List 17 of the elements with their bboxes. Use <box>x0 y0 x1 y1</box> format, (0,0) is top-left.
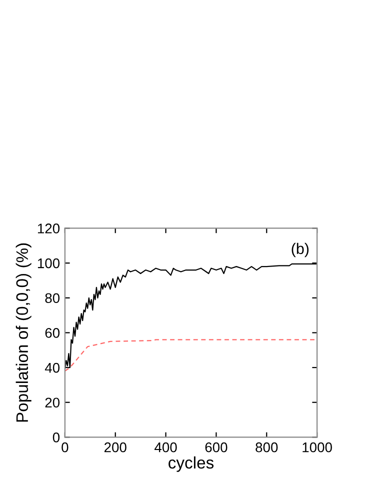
y-tick-label: 40 <box>44 362 60 373</box>
x-tick-label: 600 <box>205 442 228 452</box>
y-axis-title: Population of (0,0,0) (%) <box>16 243 32 422</box>
x-tick-label: 200 <box>104 442 126 452</box>
x-tick-label: 400 <box>154 442 177 452</box>
y-tick-label: 80 <box>45 293 60 304</box>
x-axis-title: cycles <box>168 456 214 472</box>
x-tick-label: 0 <box>62 442 68 452</box>
y-tick-label: 120 <box>38 224 60 234</box>
y-tick-label: 20 <box>45 398 60 408</box>
y-tick-label: 100 <box>38 258 60 268</box>
x-tick-label: 800 <box>256 442 278 452</box>
y-tick-label: 0 <box>52 432 60 442</box>
annotation: (b) <box>292 242 309 258</box>
y-tick-label: 60 <box>45 328 60 338</box>
line-series <box>64 339 318 372</box>
x-tick-label: 1000 <box>302 442 332 452</box>
